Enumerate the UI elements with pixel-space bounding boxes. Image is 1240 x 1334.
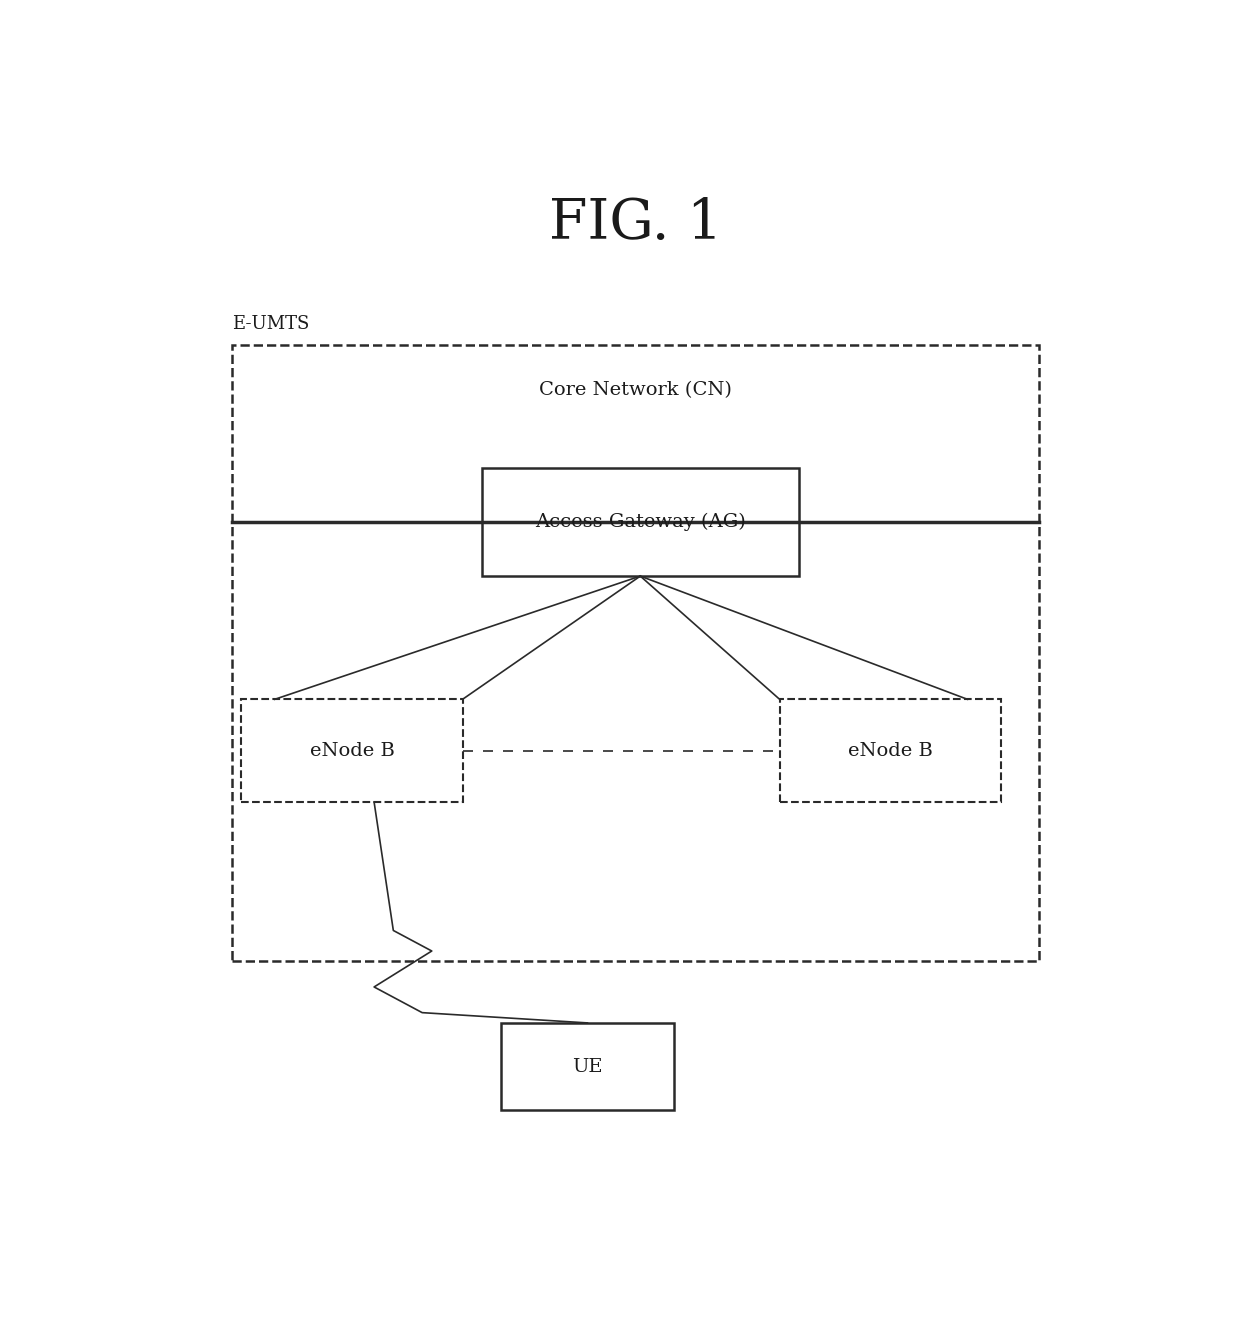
Bar [242, 699, 463, 802]
Bar [501, 1023, 675, 1110]
Text: eNode B: eNode B [310, 742, 394, 759]
Text: eNode B: eNode B [848, 742, 932, 759]
Text: UE: UE [572, 1058, 603, 1075]
Text: Core Network (CN): Core Network (CN) [539, 382, 732, 399]
Bar [780, 699, 1001, 802]
Bar [481, 468, 799, 576]
Text: Access Gateway (AG): Access Gateway (AG) [534, 514, 745, 531]
Text: E-UMTS: E-UMTS [232, 315, 309, 332]
Text: FIG. 1: FIG. 1 [549, 196, 722, 251]
Bar [232, 346, 1039, 962]
